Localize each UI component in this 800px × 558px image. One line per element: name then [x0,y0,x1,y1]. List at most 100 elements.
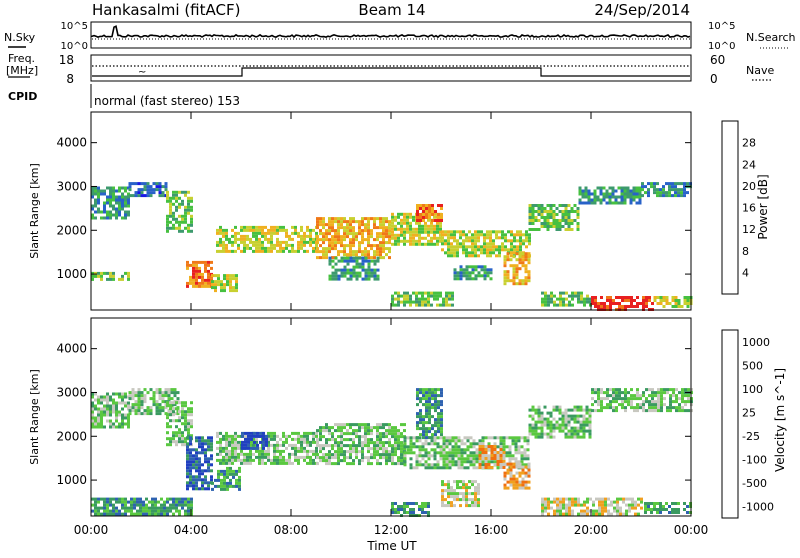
scatter-cell [285,234,288,238]
scatter-cell [555,420,559,424]
scatter-cell [636,409,639,413]
scatter-cell [175,503,178,507]
scatter-cell [358,241,361,245]
scatter-cell [588,432,592,436]
scatter-cell [250,434,253,438]
scatter-cell [419,412,422,416]
scatter-cell [195,281,198,285]
scatter-cell [217,478,220,482]
scatter-cell [574,503,577,507]
scatter-cell [382,447,385,451]
scatter-cell [493,460,497,464]
scatter-cell [656,188,659,192]
scatter-cell [394,511,397,514]
scatter-cell [498,230,501,234]
scatter-cell [379,256,382,260]
scatter-cell [94,398,97,402]
scatter-cell [547,503,550,507]
scatter-cell [486,268,490,272]
scatter-cell [617,186,621,190]
scatter-cell [391,505,394,508]
scatter-cell [526,436,530,440]
scatter-cell [91,192,94,196]
scatter-cell [291,237,294,241]
scatter-cell [137,409,141,413]
scatter-cell [447,486,450,490]
scatter-cell [243,243,246,247]
scatter-cell [624,406,627,410]
scatter-cell [403,505,406,508]
scatter-cell [547,294,550,298]
scatter-cell [279,228,282,232]
scatter-cell [250,446,253,450]
scatter-cell [559,500,562,504]
scatter-cell [106,512,109,516]
scatter-cell [517,436,521,440]
scatter-cell [483,271,487,275]
scatter-cell [604,506,607,510]
scatter-cell [175,434,178,438]
scatter-cell [367,262,371,266]
scatter-cell [555,405,559,409]
scatter-cell [367,429,370,433]
scatter-cell [412,239,415,243]
scatter-cell [300,243,303,247]
scatter-cell [312,228,315,232]
scatter-cell [373,238,376,242]
scatter-cell [641,182,644,186]
scatter-cell [484,445,488,448]
scatter-cell [421,294,424,298]
scatter-cell [210,275,213,279]
scatter-cell [428,397,431,401]
scatter-cell [294,431,297,435]
scatter-cell [148,512,151,516]
scatter-cell [316,247,319,251]
scatter-cell [412,300,415,304]
scatter-cell [352,238,355,242]
scatter-cell [583,509,586,513]
scatter-cell [352,241,355,245]
scatter-cell [409,508,412,511]
scatter-cell [428,421,431,425]
scatter-cell [391,508,394,511]
scatter-cell [403,239,406,243]
scatter-cell [198,460,201,464]
scatter-cell [549,210,553,213]
scatter-cell [103,271,106,275]
scatter-cell [115,413,118,417]
scatter-cell [246,455,249,459]
scatter-cell [309,461,312,465]
scatter-cell [276,458,279,462]
scatter-cell [262,443,265,447]
scatter-cell [468,265,472,269]
scatter-cell [630,397,633,401]
scatter-cell [106,398,109,402]
scatter-cell [234,240,237,244]
scatter-cell [436,294,439,298]
scatter-cell [198,281,201,285]
scatter-cell [418,221,421,225]
scatter-cell [115,213,118,217]
scatter-cell [355,262,359,266]
scatter-cell [588,408,592,412]
scatter-cell [674,182,677,186]
scatter-cell [355,435,358,439]
scatter-cell [531,429,535,433]
scatter-cell [654,409,657,413]
scatter-cell [297,437,300,441]
scatter-cell [124,404,127,408]
scatter-cell [334,232,337,236]
scatter-cell [440,219,443,222]
scatter-cell [506,462,510,466]
scatter-cell [549,204,553,207]
scatter-cell [376,441,379,445]
scatter-cell [527,279,531,283]
scatter-cell [300,225,303,229]
scatter-cell [571,509,574,513]
scatter-cell [207,260,210,264]
scatter-cell [211,280,214,284]
scatter-cell [325,256,328,260]
scatter-cell [625,509,628,513]
scatter-cell [601,512,604,516]
scatter-cell [270,431,273,435]
